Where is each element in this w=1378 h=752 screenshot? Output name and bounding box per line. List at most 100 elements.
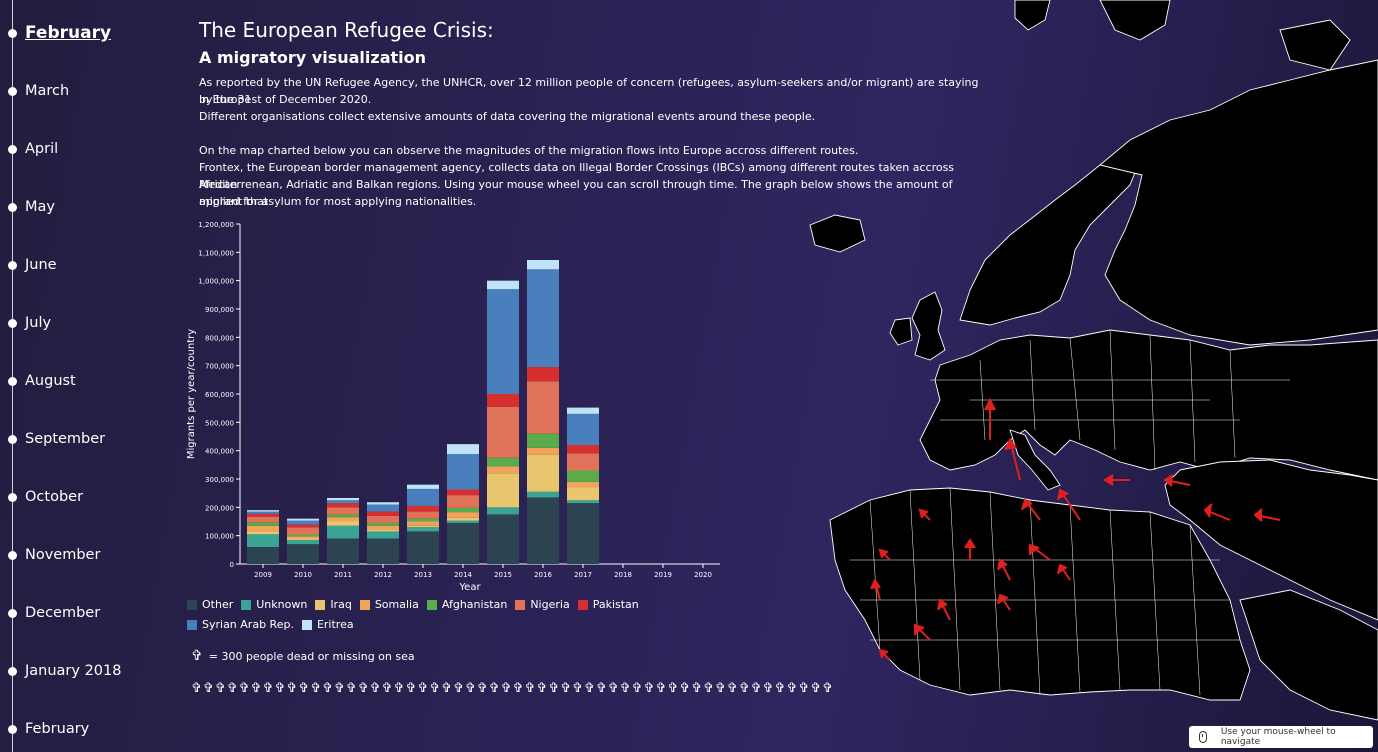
navigation-hint: Use your mouse-wheel to navigate: [1189, 726, 1373, 748]
bar-segment-somalia-2013: [407, 521, 439, 526]
death-cross-icon: ✞: [250, 681, 263, 696]
legend-swatch: [187, 599, 197, 610]
bar-segment-somalia-2014: [447, 512, 479, 518]
bar-segment-iraq-2011: [327, 521, 359, 526]
bar-segment-unknown-2013: [407, 527, 439, 532]
bar-segment-unknown-2010: [287, 539, 319, 545]
bar-segment-somalia-2012: [367, 525, 399, 530]
death-cross-icon: ✞: [321, 681, 334, 696]
death-cross-icon: ✞: [452, 681, 465, 696]
death-cross-icon: ✞: [595, 681, 608, 696]
y-axis-label: Migrants per year/country: [186, 329, 197, 459]
bar-segment-eritrea-2016: [527, 259, 559, 270]
death-cross-icon: ✞: [464, 681, 477, 696]
x-tick-label: 2010: [294, 571, 312, 579]
x-tick-label: 2009: [254, 571, 272, 579]
bar-segment-unknown-2017: [567, 500, 599, 504]
bar-segment-iraq-2015: [487, 473, 519, 508]
bar-segment-unknown-2015: [487, 507, 519, 515]
country-borders: [850, 329, 1290, 696]
death-cross-icon: ✞: [226, 681, 239, 696]
bar-segment-unknown-2009: [247, 534, 279, 547]
legend-label: Pakistan: [592, 598, 639, 611]
bar-segment-pakistan-2012: [367, 511, 399, 516]
death-cross-icon: ✞: [441, 681, 453, 696]
y-tick-label: 700,000: [205, 363, 234, 371]
death-cross-icon: ✞: [191, 681, 203, 696]
bar-segment-somalia-2010: [287, 536, 319, 539]
death-cross-icon: ✞: [345, 681, 358, 696]
y-tick-label: 1,000,000: [198, 278, 234, 286]
death-cross-icon: ✞: [393, 681, 406, 696]
death-cross-icon: ✞: [607, 681, 620, 696]
bar-segment-iraq-2009: [247, 531, 279, 535]
x-tick-label: 2018: [614, 571, 632, 579]
bar-segment-eritrea-2010: [287, 518, 319, 521]
legend-label: Iraq: [330, 598, 352, 611]
death-cross-icon: ✞: [536, 681, 549, 696]
death-cross-icon: ✞: [429, 681, 442, 696]
death-cross-icon: ✞: [810, 681, 823, 696]
bar-segment-eritrea-2009: [247, 510, 279, 512]
bar-segment-afghanistan-2014: [447, 507, 479, 513]
death-cross-icon: ✞: [679, 681, 692, 696]
bar-segment-eritrea-2012: [367, 502, 399, 505]
death-cross-icon: ✞: [643, 681, 656, 696]
bar-segment-pakistan-2015: [487, 394, 519, 407]
bar-segment-iraq-2017: [567, 487, 599, 501]
timeline-month-label: February: [25, 721, 90, 737]
legend-swatch: [359, 599, 370, 610]
bar-segment-afghanistan-2009: [247, 522, 279, 526]
timeline-rail: [12, 0, 13, 752]
bar-segment-eritrea-2014: [447, 444, 479, 455]
legend-item: Other: [187, 597, 233, 612]
cross-icon: ✞: [191, 648, 203, 664]
bar-segment-syrian-arab-rep--2010: [287, 520, 319, 525]
bar-segment-eritrea-2017: [567, 407, 599, 414]
timeline-dot: [8, 608, 17, 618]
bar-segment-afghanistan-2017: [567, 470, 599, 482]
timeline-month-label: February: [25, 23, 112, 43]
death-cross-icon: ✞: [822, 681, 834, 696]
bar-segment-iraq-2010: [287, 538, 319, 540]
death-cross-icon: ✞: [774, 681, 787, 696]
europe-migration-map[interactable]: [770, 0, 1378, 752]
legend-label: Somalia: [374, 598, 419, 611]
death-cross-icon: ✞: [726, 681, 739, 696]
x-axis-label: Year: [458, 582, 481, 593]
x-tick-label: 2011: [334, 571, 352, 579]
legend-item: Pakistan: [577, 597, 639, 612]
bar-segment-somalia-2017: [567, 481, 599, 488]
legend-item: Syrian Arab Rep.: [187, 617, 294, 632]
x-tick-label: 2012: [374, 571, 392, 579]
timeline-month-label: April: [25, 141, 59, 157]
legend-label: Eritrea: [316, 618, 354, 631]
legend-swatch: [315, 599, 326, 610]
bar-segment-eritrea-2011: [327, 497, 359, 501]
bar-segment-syrian-arab-rep--2014: [447, 454, 479, 490]
death-cross-icon: ✞: [405, 681, 418, 696]
death-cross-icon: ✞: [750, 681, 763, 696]
timeline-month-label: November: [25, 547, 101, 563]
legend-swatch: [577, 599, 588, 610]
x-tick-label: 2019: [654, 571, 672, 579]
chart-legend: Other Unknown Iraq Somalia Afghanistan Nigeri…: [187, 597, 727, 632]
deaths-legend: ✞ = 300 people dead or missing on sea: [191, 648, 415, 664]
legend-swatch: [515, 599, 526, 610]
bar-segment-pakistan-2009: [247, 513, 279, 517]
death-cross-icon: ✞: [572, 681, 584, 696]
death-cross-icon: ✞: [655, 681, 668, 696]
death-cross-icon: ✞: [714, 681, 727, 696]
death-cross-icon: ✞: [738, 681, 751, 696]
navigation-hint-text: Use your mouse-wheel to navigate: [1220, 727, 1336, 747]
bar-segment-nigeria-2012: [367, 515, 399, 523]
y-tick-label: 0: [230, 561, 234, 569]
death-cross-icon: ✞: [702, 681, 715, 696]
bar-segment-other-2011: [327, 538, 359, 564]
death-cross-icon: ✞: [524, 681, 537, 696]
bar-segment-pakistan-2017: [567, 445, 599, 454]
map-line-2: Frontex, the European border management …: [199, 161, 955, 191]
death-cross-icon: ✞: [262, 681, 275, 696]
timeline-dot: [8, 86, 17, 96]
y-tick-label: 200,000: [205, 504, 234, 512]
